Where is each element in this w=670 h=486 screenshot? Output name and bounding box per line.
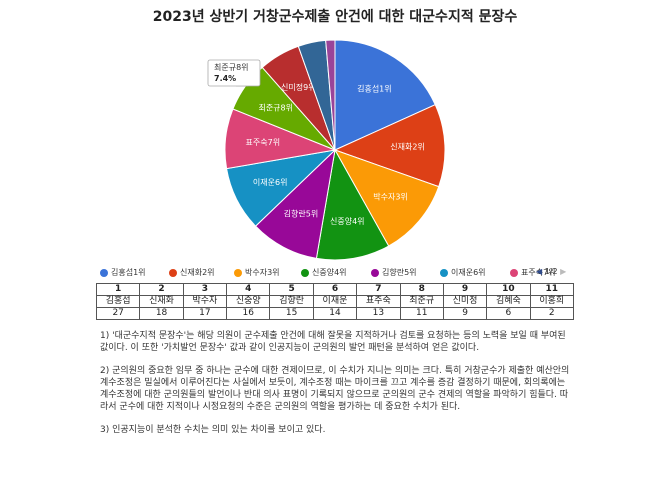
tooltip-box bbox=[207, 59, 261, 87]
pie-label-5: 김향란5위 bbox=[284, 209, 319, 219]
name-cell: 신미정 bbox=[442, 295, 488, 308]
name-cell: 이홍희 bbox=[529, 295, 575, 308]
count-cell: 14 bbox=[312, 307, 358, 320]
legend-swatch bbox=[100, 268, 108, 277]
pie-label-8: 최준규8위 bbox=[258, 103, 293, 113]
notes: 1) '대군수지적 문장수'는 해당 의원이 군수제출 안건에 대해 잘못을 지… bbox=[100, 330, 570, 447]
legend-label: 김홍섭1위 bbox=[111, 268, 146, 277]
legend-item-4[interactable]: 신중양4위 bbox=[301, 267, 347, 278]
pie-label-2: 신재화2위 bbox=[390, 142, 425, 151]
pie-label-9: 신미정9위 bbox=[281, 82, 316, 92]
pie-label-1: 김홍섭1위 bbox=[357, 84, 392, 94]
pie-label-7: 표주숙7위 bbox=[246, 138, 281, 147]
legend-label: 신중양4위 bbox=[312, 268, 347, 277]
name-cell: 이재운 bbox=[312, 295, 358, 308]
count-cell: 15 bbox=[269, 307, 314, 320]
count-cell: 17 bbox=[182, 307, 228, 320]
rank-cell: 1 bbox=[95, 283, 141, 296]
name-cell: 신재화 bbox=[139, 295, 184, 308]
rank-cell: 7 bbox=[356, 283, 401, 296]
legend-label: 신재화2위 bbox=[180, 268, 215, 277]
rank-cell: 11 bbox=[529, 283, 575, 296]
legend-label: 박수자3위 bbox=[245, 268, 280, 277]
name-cell: 김홍섭 bbox=[95, 295, 141, 308]
chart-title: 2023년 상반기 거창군수제출 안건에 대한 대군수지적 문장수 bbox=[152, 9, 518, 25]
triangle-left-icon[interactable]: ◀ bbox=[536, 267, 543, 276]
rank-cell: 9 bbox=[442, 283, 488, 296]
count-cell: 9 bbox=[442, 307, 488, 320]
pie-slice-1[interactable] bbox=[334, 39, 436, 151]
name-row: 김홍섭 신재화 박수자 신중양 김향란 이재운 표주숙 최준규 신미정 김혜숙 이홍희 bbox=[95, 295, 575, 308]
count-cell: 11 bbox=[399, 307, 444, 320]
note-1: 1) '대군수지적 문장수'는 해당 의원이 군수제출 안건에 대해 잘못을 지… bbox=[100, 331, 566, 353]
legend-item-5[interactable]: 김향란5위 bbox=[371, 267, 417, 278]
name-cell: 신중양 bbox=[226, 295, 271, 308]
legend-item-1[interactable]: 김홍섭1위 bbox=[100, 267, 146, 278]
pie-slice-2[interactable] bbox=[333, 104, 446, 188]
pie-slice-11[interactable] bbox=[325, 39, 336, 151]
count-cell: 6 bbox=[486, 307, 531, 320]
name-cell: 김혜숙 bbox=[486, 295, 531, 308]
rank-cell: 10 bbox=[486, 283, 531, 296]
count-cell: 27 bbox=[95, 307, 141, 320]
count-row: 27 18 17 16 15 14 13 11 9 6 2 bbox=[95, 307, 575, 320]
tooltip-label: 최준규8위 bbox=[214, 62, 249, 72]
pie-slice-4[interactable] bbox=[315, 148, 390, 261]
legend-item-7[interactable]: 표주숙7위 bbox=[510, 267, 556, 278]
name-cell: 김향란 bbox=[269, 295, 314, 308]
note-3: 3) 인공지능이 분석한 수치는 의미 있는 차이를 보이고 있다. bbox=[100, 425, 326, 435]
pie-label-6: 이재운6위 bbox=[253, 177, 288, 187]
count-cell: 18 bbox=[139, 307, 184, 320]
rank-cell: 5 bbox=[269, 283, 314, 296]
rank-cell: 6 bbox=[312, 283, 358, 296]
rank-row: 1 2 3 4 5 6 7 8 9 10 11 bbox=[95, 283, 575, 296]
chart-legend: 김홍섭1위 신재화2위 박수자3위 신중양4위 김향란5위 이재운6위 표주숙7위 ◀ 1/2… bbox=[96, 267, 576, 281]
legend-label: 표주숙7위 bbox=[521, 268, 556, 277]
count-cell: 13 bbox=[356, 307, 401, 320]
legend-swatch bbox=[234, 268, 242, 277]
legend-swatch bbox=[371, 268, 379, 277]
pie-label-3: 박수자3위 bbox=[373, 191, 408, 201]
legend-item-6[interactable]: 이재운6위 bbox=[440, 267, 486, 278]
rank-cell: 3 bbox=[182, 283, 228, 296]
count-cell: 16 bbox=[226, 307, 271, 320]
legend-swatch bbox=[169, 268, 177, 277]
name-cell: 최준규 bbox=[399, 295, 444, 308]
legend-swatch bbox=[440, 268, 448, 277]
legend-swatch bbox=[510, 268, 518, 277]
count-cell: 2 bbox=[529, 307, 575, 320]
tooltip-value: 7.4% bbox=[214, 74, 236, 83]
rank-cell: 4 bbox=[226, 283, 271, 296]
rank-cell: 2 bbox=[139, 283, 184, 296]
name-cell: 박수자 bbox=[182, 295, 228, 308]
legend-swatch bbox=[301, 268, 309, 277]
note-2: 2) 군의원의 중요한 임무 중 하나는 군수에 대한 견제이므로, 이 수치가… bbox=[100, 366, 570, 412]
legend-item-3[interactable]: 박수자3위 bbox=[234, 267, 280, 278]
rank-table: 1 2 3 4 5 6 7 8 9 10 11 김홍섭 신재화 박수자 신중양 김향란 이재운 표주숙 최준규 신미… bbox=[95, 283, 575, 320]
legend-pager: ◀ 1/2 ▶ bbox=[536, 267, 566, 276]
legend-label: 이재운6위 bbox=[451, 268, 486, 277]
name-cell: 표주숙 bbox=[356, 295, 401, 308]
legend-item-2[interactable]: 신재화2위 bbox=[169, 267, 215, 278]
rank-cell: 8 bbox=[399, 283, 444, 296]
pie-label-4: 신중양4위 bbox=[330, 217, 365, 226]
pie-slice-5[interactable] bbox=[254, 148, 336, 259]
legend-page-indicator: 1/2 bbox=[542, 267, 561, 276]
pie-slice-3[interactable] bbox=[333, 149, 440, 247]
triangle-right-icon[interactable]: ▶ bbox=[560, 267, 567, 276]
legend-label: 김향란5위 bbox=[382, 268, 417, 277]
